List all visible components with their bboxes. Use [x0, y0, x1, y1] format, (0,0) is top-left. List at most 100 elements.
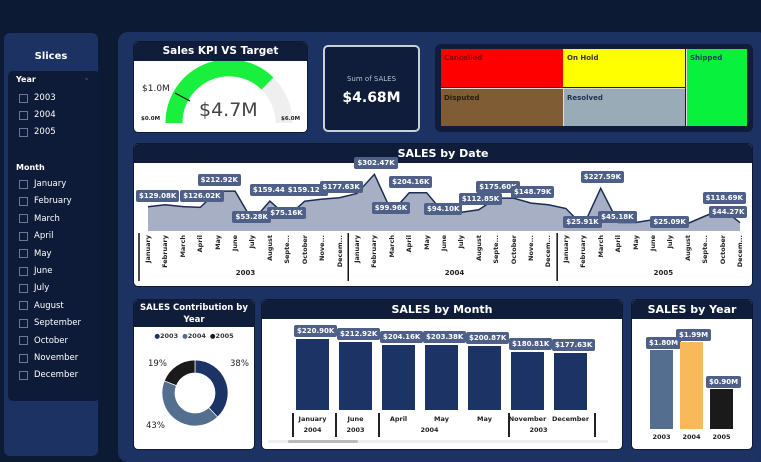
checkbox[interactable]: [19, 127, 28, 137]
data-label: $44.27K: [709, 205, 748, 218]
gauge-target-label: $1.0M: [142, 84, 170, 94]
bar[interactable]: [650, 349, 673, 429]
x-axis-label: April: [405, 235, 414, 253]
sales-by-year-title: SALES by Year: [632, 300, 752, 319]
x-axis-label: June: [440, 235, 448, 252]
bar[interactable]: [468, 345, 501, 410]
data-label: $220.90K: [294, 325, 338, 338]
x-axis-label: February: [161, 235, 170, 268]
bar[interactable]: [511, 352, 544, 410]
bar[interactable]: [339, 341, 372, 410]
contribution-title: SALES Contribution by Year: [134, 300, 254, 327]
bar[interactable]: [296, 339, 329, 410]
month-option-september[interactable]: September: [19, 318, 81, 328]
year-option-2004[interactable]: 2004: [19, 110, 56, 120]
x-axis-label: October: [300, 235, 309, 265]
checkbox[interactable]: [19, 353, 28, 363]
sales-by-month-title: SALES by Month: [262, 300, 622, 319]
sales-by-year-card[interactable]: SALES by Year $1.80M 2003 $1.99M 2004 $0.90M…: [631, 299, 753, 450]
bar[interactable]: [425, 344, 458, 410]
bar[interactable]: [382, 344, 415, 410]
pct-label-2005: 19%: [148, 359, 167, 369]
data-label: $118.69K: [702, 191, 746, 204]
sales-by-month-card[interactable]: SALES by Month $220.90K January $212.92K Ju…: [261, 299, 623, 450]
horizontal-scrollbar[interactable]: [268, 440, 608, 443]
x-axis-label: March: [178, 235, 187, 258]
checkbox[interactable]: [19, 179, 28, 189]
year-axis-label: 2003: [235, 269, 256, 277]
scrollbar-thumb[interactable]: [288, 440, 358, 443]
data-label: $212.92K: [337, 327, 381, 340]
checkbox[interactable]: [19, 318, 28, 328]
month-option-august[interactable]: August: [19, 301, 64, 311]
kpi-value: $4.68M: [342, 90, 401, 106]
checkbox[interactable]: [19, 266, 28, 276]
bar[interactable]: [680, 341, 703, 429]
x-axis-label: August: [683, 235, 692, 261]
sum-of-sales-card[interactable]: Sum of SALES $4.68M: [323, 45, 420, 132]
x-axis-label: April: [389, 415, 408, 423]
sales-kpi-gauge-card[interactable]: Sales KPI VS Target $4.7M $1.0M $0.0M $6…: [133, 41, 308, 133]
month-option-december[interactable]: December: [19, 370, 78, 380]
gauge-value: $4.7M: [199, 99, 258, 121]
pct-label-2003: 38%: [230, 359, 249, 369]
order-status-treemap[interactable]: Cancelled On Hold Shipped Disputed Resol…: [435, 44, 753, 132]
sales-by-date-card[interactable]: SALES by Date January February March April M…: [133, 143, 753, 287]
x-axis-label: Nove...: [318, 235, 327, 261]
x-axis-label: April: [196, 235, 205, 253]
x-axis-label: Septe...: [701, 235, 710, 264]
data-label: $302.47K: [354, 157, 398, 170]
month-option-july[interactable]: July: [19, 283, 49, 293]
x-axis-label: January: [144, 235, 152, 263]
month-option-february[interactable]: February: [19, 196, 72, 206]
month-option-november[interactable]: November: [19, 353, 78, 363]
year-axis-label: 2004: [420, 426, 439, 434]
x-axis-label: Nove...: [527, 235, 536, 261]
data-label: $129.08K: [136, 189, 180, 202]
month-option-may[interactable]: May: [19, 249, 52, 259]
month-option-march[interactable]: March: [19, 214, 60, 224]
x-axis-label: December: [551, 415, 590, 423]
year-slicer-label: Year: [16, 75, 36, 84]
year-option-2005[interactable]: 2005: [19, 127, 56, 137]
treemap-tile-on-hold[interactable]: On Hold: [563, 49, 685, 87]
checkbox[interactable]: [19, 93, 28, 103]
x-axis-label: 2005: [712, 433, 731, 441]
axis-separator: [335, 413, 337, 437]
checkbox[interactable]: [19, 370, 28, 380]
year-option-2003[interactable]: 2003: [19, 93, 56, 103]
checkbox[interactable]: [19, 301, 28, 311]
treemap-tile-disputed[interactable]: Disputed: [441, 88, 563, 126]
month-slicer: Month January February March April May June Ju…: [8, 159, 100, 401]
year-axis-label: 2003: [346, 426, 365, 434]
chevron-down-icon[interactable]: ⌄: [83, 73, 90, 82]
month-option-june[interactable]: June: [19, 266, 53, 276]
month-option-october[interactable]: October: [19, 336, 68, 346]
data-label: $175.60K: [476, 181, 520, 194]
x-axis-label: June: [648, 235, 657, 252]
x-axis-label: August: [474, 235, 483, 261]
treemap-tile-cancelled[interactable]: Cancelled: [441, 49, 563, 87]
checkbox[interactable]: [19, 336, 28, 346]
bar[interactable]: [710, 389, 733, 429]
month-option-april[interactable]: April: [19, 231, 53, 241]
x-axis-label: May: [434, 415, 449, 423]
x-axis-label: October: [509, 235, 518, 265]
checkbox[interactable]: [19, 110, 28, 120]
pct-label-2004: 43%: [146, 421, 165, 431]
sales-contribution-card[interactable]: SALES Contribution by Year ●2003 ●2004 ●…: [133, 299, 255, 450]
checkbox[interactable]: [19, 283, 28, 293]
month-option-january[interactable]: January: [19, 179, 66, 189]
checkbox[interactable]: [19, 214, 28, 224]
treemap-tile-shipped[interactable]: Shipped: [686, 49, 747, 126]
x-axis-label: January: [352, 235, 361, 263]
bar[interactable]: [554, 353, 587, 410]
treemap-tile-resolved[interactable]: Resolved: [563, 88, 685, 126]
year-axis-label: 2003: [529, 426, 548, 434]
x-axis-label: May: [477, 415, 492, 423]
checkbox[interactable]: [19, 249, 28, 259]
year-axis-label: 2004: [444, 269, 465, 277]
checkbox[interactable]: [19, 196, 28, 206]
checkbox[interactable]: [19, 231, 28, 241]
x-axis-label: Decem...: [335, 235, 344, 268]
